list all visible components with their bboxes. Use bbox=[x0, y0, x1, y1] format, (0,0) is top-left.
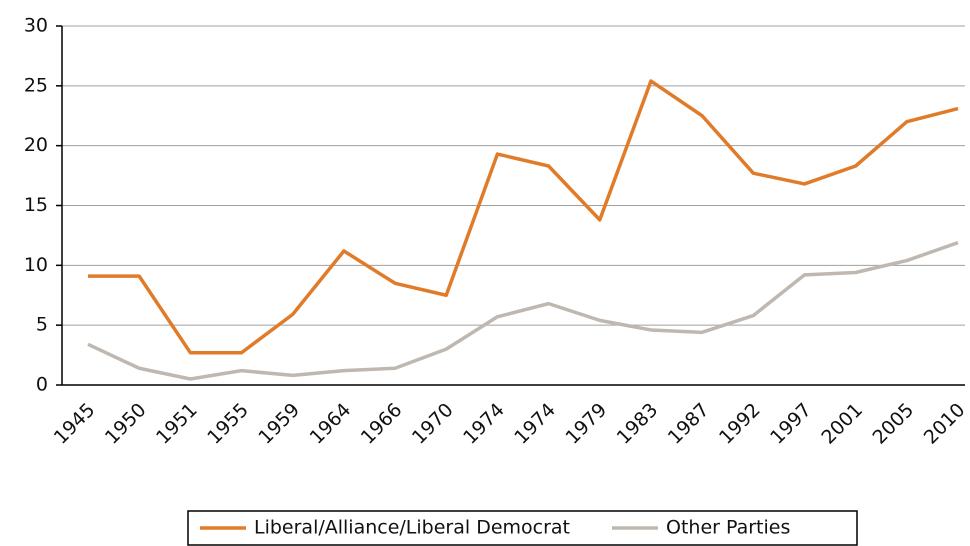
y-tick-label: 5 bbox=[36, 314, 48, 336]
x-tick-label: 1966 bbox=[357, 399, 407, 449]
y-tick-label: 20 bbox=[24, 134, 48, 156]
x-tick-label: 1970 bbox=[408, 399, 458, 449]
x-tick-label: 1987 bbox=[664, 399, 714, 449]
y-tick-label: 10 bbox=[24, 254, 48, 276]
x-tick-label: 1950 bbox=[101, 399, 151, 449]
legend-label: Other Parties bbox=[666, 517, 790, 539]
x-tick-label: 1979 bbox=[561, 399, 611, 449]
y-tick-label: 0 bbox=[36, 374, 48, 396]
x-tick-label: 2010 bbox=[920, 399, 970, 449]
x-tick-label: 1945 bbox=[50, 399, 100, 449]
x-tick-label: 1992 bbox=[715, 399, 765, 449]
legend-label: Liberal/Alliance/Liberal Democrat bbox=[254, 517, 570, 539]
x-tick-label: 1974 bbox=[510, 399, 560, 449]
x-tick-label: 1964 bbox=[306, 399, 356, 449]
legend-box bbox=[187, 510, 858, 546]
y-tick-label: 15 bbox=[24, 194, 48, 216]
x-tick-label: 2001 bbox=[817, 399, 867, 449]
x-tick-label: 1974 bbox=[459, 399, 509, 449]
x-tick-label: 1951 bbox=[152, 399, 202, 449]
x-tick-label: 1983 bbox=[613, 399, 663, 449]
y-tick-label: 25 bbox=[24, 74, 48, 96]
x-tick-label: 1997 bbox=[766, 399, 816, 449]
x-tick-label: 1955 bbox=[203, 399, 253, 449]
x-tick-label: 2005 bbox=[868, 399, 918, 449]
series-line bbox=[88, 79, 959, 355]
x-tick-label: 1959 bbox=[254, 399, 304, 449]
y-tick-label: 30 bbox=[24, 15, 48, 37]
series-line bbox=[87, 240, 959, 381]
